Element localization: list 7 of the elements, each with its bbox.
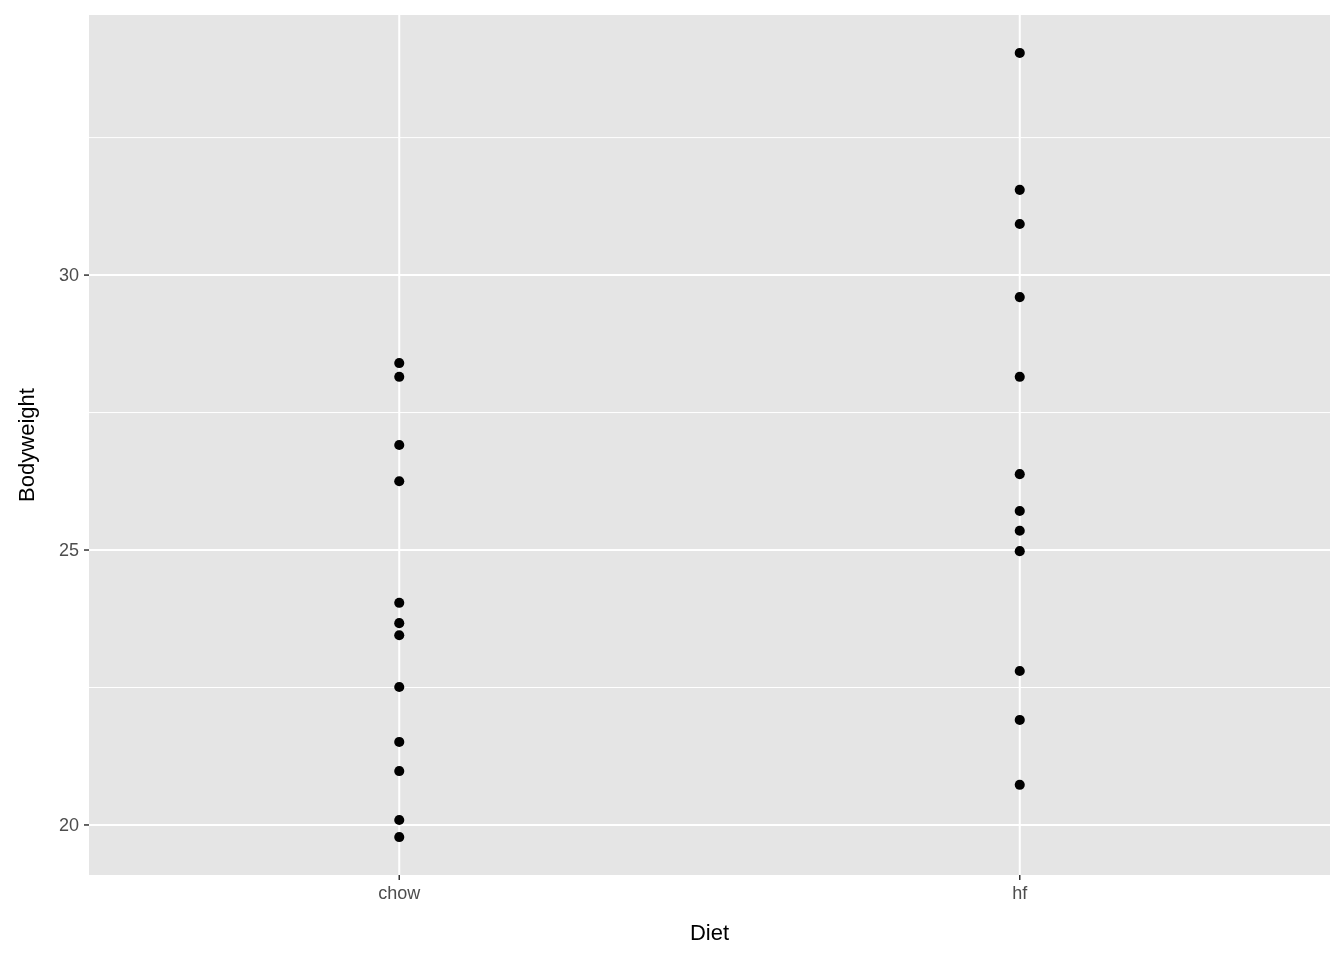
x-axis-title: Diet bbox=[689, 920, 730, 945]
y-tick-label: 30 bbox=[58, 265, 79, 286]
x-tick-label: hf bbox=[1012, 883, 1029, 903]
y-tick-label: 20 bbox=[58, 815, 79, 836]
x-tick-label: chow bbox=[378, 883, 422, 903]
y-axis-title: Bodyweight bbox=[14, 388, 39, 502]
y-tick-label: 25 bbox=[58, 540, 79, 561]
